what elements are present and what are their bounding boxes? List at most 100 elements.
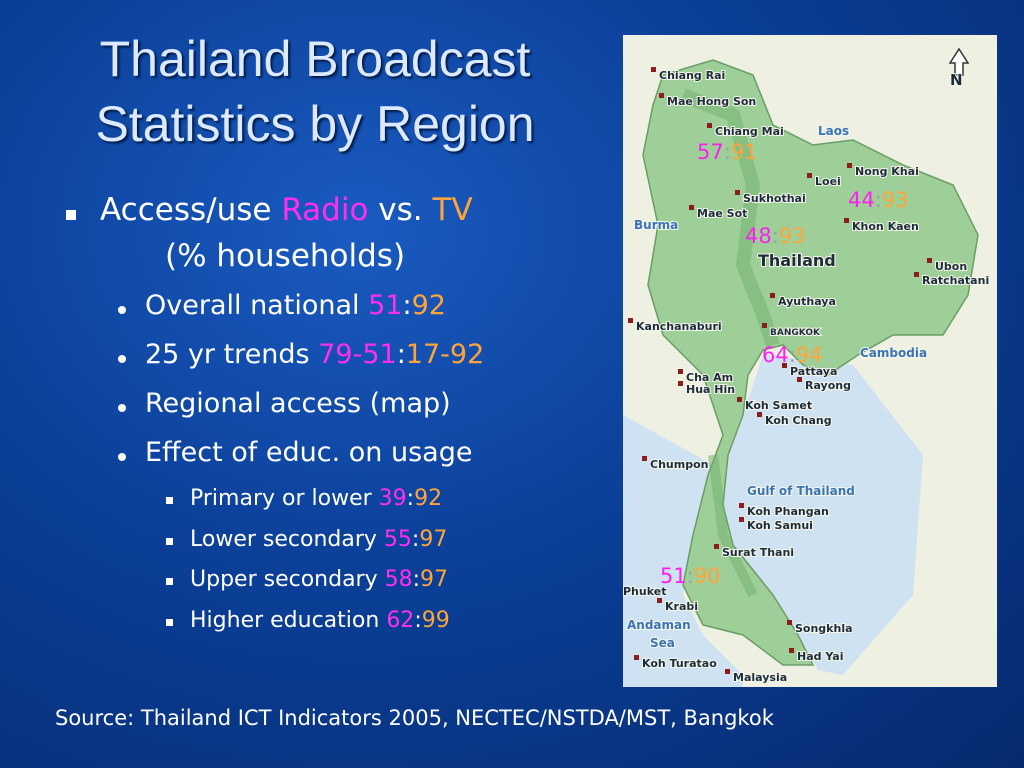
map-label: Ayuthaya [778,295,836,308]
map-label: Songkhla [795,622,853,635]
terrain [680,88,780,348]
city-marker [770,293,775,298]
map-label: Surat Thani [722,546,794,559]
title-line: Statistics by Region [95,96,535,152]
city-marker [651,67,656,72]
city-marker [657,598,662,603]
label: Regional access (map) [145,388,451,419]
map-label: Koh Turatao [642,657,717,670]
tv-value: 93 [882,188,909,212]
separator: : [687,564,694,588]
bullet-dot [118,306,126,314]
source: Source: Thailand ICT Indicators 2005, NE… [55,706,774,730]
separator: : [789,343,796,367]
bullet-text: Access/use Radio vs. TV [100,192,473,228]
separator: : [406,486,415,511]
bullet-dot [118,355,126,363]
sub-bullet: Effect of educ. on usage [145,437,472,468]
map-label: Koh Samui [747,519,813,532]
map-label: Sukhothai [743,192,806,205]
tv-value: 92 [411,290,446,321]
map: N Chiang Rai Mae Hong Son Chiang Mai Laos Non… [623,35,997,687]
city-marker [789,648,794,653]
city-marker [807,173,812,178]
map-label: Loei [815,175,841,188]
radio-value: 44 [848,188,875,212]
bullet-dot [118,453,126,461]
radio-value: 62 [386,607,415,633]
radio-value: 58 [384,567,413,592]
map-label: Laos [818,124,849,138]
map-label: Andaman [627,618,691,632]
city-marker [689,205,694,210]
radio-value: 79-51 [318,339,397,370]
sub-bullet: Regional access (map) [145,388,451,419]
bullet-square [66,210,76,220]
label: Upper secondary [190,567,378,592]
city-marker [797,377,802,382]
map-label: Hua Hin [686,383,735,396]
map-label: Ratchatani [922,274,989,287]
education-bullet: Lower secondary 55:97 [190,527,447,552]
separator: : [772,224,779,248]
region-ratio: 48:93 [745,224,806,248]
terrain [708,454,758,598]
separator: : [875,188,882,212]
separator: : [411,526,420,552]
city-marker [714,544,719,549]
city-marker [739,503,744,508]
bullet-square [166,537,173,545]
city-marker [844,218,849,223]
map-label: Had Yai [797,650,843,663]
bullet-square [166,618,173,626]
map-label: Cambodia [860,346,927,360]
tv-value: 91 [731,140,758,164]
city-marker [642,456,647,461]
label: Overall national [145,290,360,321]
map-label: Khon Kaen [852,220,919,233]
city-marker [762,323,767,328]
region-ratio: 44:93 [848,188,909,212]
radio-value: 51 [660,564,687,588]
andaman-sea [623,415,743,687]
label: 25 yr trends [145,339,310,370]
sub-bullet: Overall national 51:92 [145,290,446,321]
radio-value: 64 [762,343,789,367]
city-marker [847,163,852,168]
education-bullet: Upper secondary 58:97 [190,567,448,592]
radio-word: Radio [281,192,369,228]
separator: : [412,567,421,592]
city-marker [678,381,683,386]
map-label: Chiang Rai [659,69,725,82]
tv-value: 97 [419,526,448,552]
map-label: Burma [634,218,678,232]
bullet-dot [118,404,126,412]
tv-value: 90 [694,564,721,588]
map-label: Krabi [665,600,698,613]
tv-value: 92 [414,486,443,511]
radio-value: 55 [383,526,412,552]
north-label: N [950,71,963,89]
text: Access/use [100,192,272,228]
map-label: BANGKOK [770,328,821,338]
map-label: Mae Sot [697,207,747,220]
tv-value: 99 [421,607,450,633]
radio-value: 48 [745,224,772,248]
map-label: Koh Phangan [747,505,829,518]
separator: : [414,607,422,633]
north-arrow [948,47,970,76]
label: Effect of educ. on usage [145,437,473,468]
map-label: Chiang Mai [715,125,784,138]
text: vs. [378,192,423,228]
map-label: Koh Chang [765,414,832,427]
separator: : [724,140,731,164]
tv-value: 17-92 [405,339,485,370]
city-marker [707,123,712,128]
map-label: Phuket [623,585,666,598]
region-ratio: 51:90 [660,564,721,588]
bullet-square [166,497,173,504]
tv-value: 93 [779,224,806,248]
map-label: Cha Am [686,371,733,384]
